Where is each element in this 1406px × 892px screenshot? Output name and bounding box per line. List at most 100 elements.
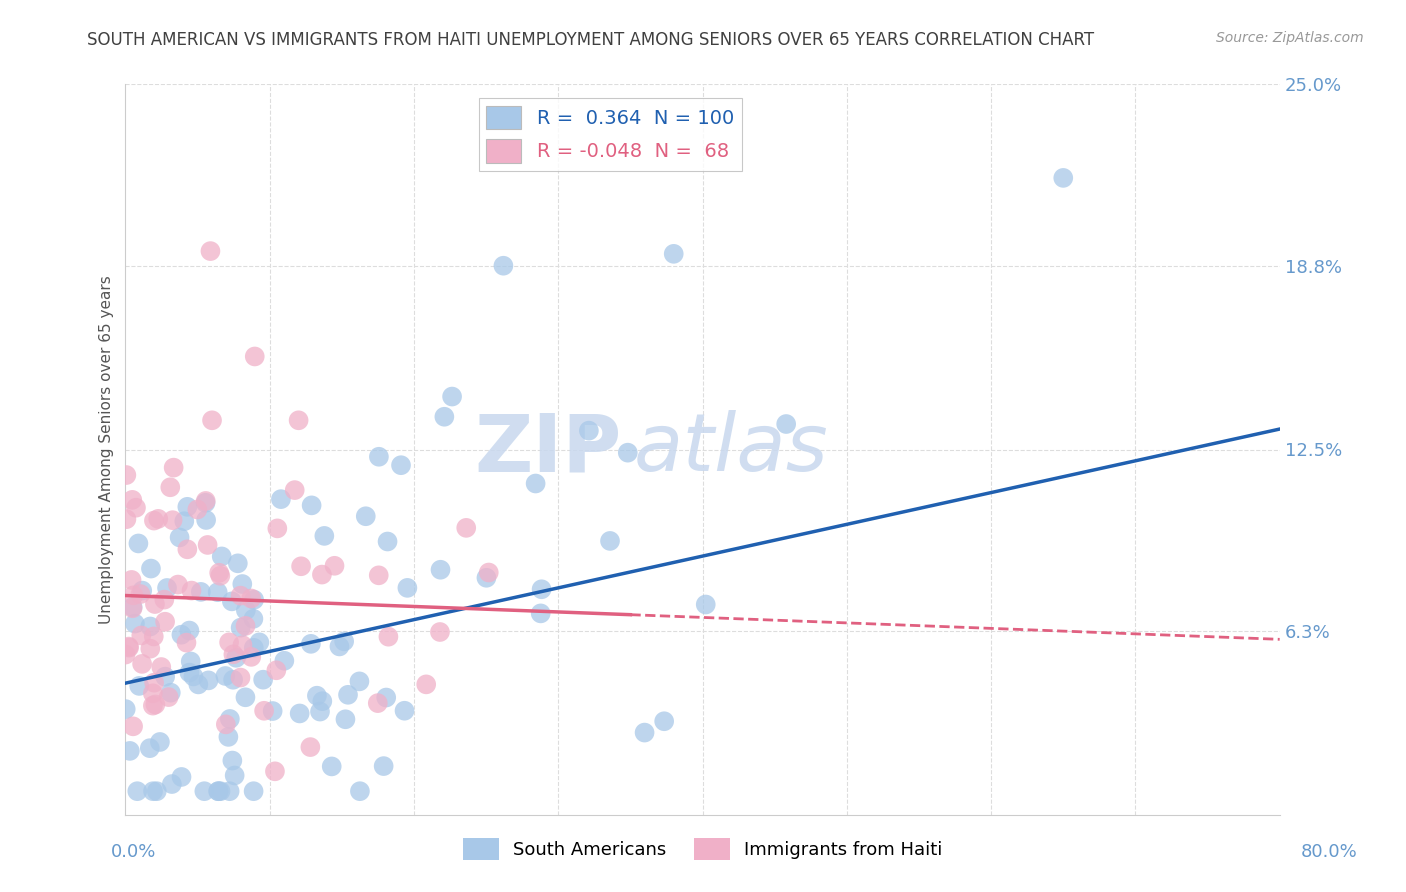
Point <box>321 759 343 773</box>
Point <box>221 594 243 608</box>
Point <box>156 581 179 595</box>
Point <box>125 500 148 515</box>
Point <box>242 784 264 798</box>
Point <box>160 777 183 791</box>
Point <box>394 704 416 718</box>
Point <box>162 460 184 475</box>
Point <box>142 698 165 713</box>
Point <box>173 514 195 528</box>
Point <box>121 573 143 587</box>
Point <box>492 259 515 273</box>
Point <box>323 558 346 573</box>
Point <box>243 592 266 607</box>
Point <box>270 492 292 507</box>
Point <box>142 686 165 700</box>
Point <box>149 735 172 749</box>
Point <box>131 657 153 671</box>
Point <box>243 350 266 364</box>
Point <box>127 784 149 798</box>
Point <box>652 714 675 729</box>
Point <box>262 704 284 718</box>
Point <box>121 599 143 614</box>
Point <box>115 512 138 526</box>
Point <box>530 582 553 597</box>
Point <box>207 784 229 798</box>
Point <box>143 675 166 690</box>
Point <box>375 690 398 705</box>
Point <box>335 712 357 726</box>
Point <box>207 585 229 599</box>
Point <box>242 612 264 626</box>
Point <box>229 671 252 685</box>
Point <box>197 673 219 688</box>
Point <box>167 577 190 591</box>
Point <box>224 768 246 782</box>
Point <box>305 689 328 703</box>
Point <box>209 568 232 582</box>
Point <box>333 634 356 648</box>
Point <box>148 512 170 526</box>
Point <box>229 621 252 635</box>
Point <box>139 619 162 633</box>
Point <box>170 770 193 784</box>
Point <box>162 513 184 527</box>
Text: ZIP: ZIP <box>475 410 621 489</box>
Point <box>578 424 600 438</box>
Point <box>207 784 229 798</box>
Point <box>197 538 219 552</box>
Point <box>193 784 215 798</box>
Point <box>287 413 309 427</box>
Point <box>143 597 166 611</box>
Point <box>349 674 371 689</box>
Point <box>235 619 257 633</box>
Point <box>159 480 181 494</box>
Point <box>194 494 217 508</box>
Point <box>377 630 399 644</box>
Point <box>433 409 456 424</box>
Point <box>235 603 257 617</box>
Point <box>247 635 270 649</box>
Point <box>221 754 243 768</box>
Point <box>367 696 389 710</box>
Text: 0.0%: 0.0% <box>111 843 156 861</box>
Point <box>145 698 167 712</box>
Text: 80.0%: 80.0% <box>1301 843 1357 861</box>
Point <box>153 592 176 607</box>
Point <box>139 741 162 756</box>
Point <box>218 712 240 726</box>
Point <box>201 413 224 427</box>
Point <box>180 583 202 598</box>
Point <box>142 514 165 528</box>
Point <box>377 534 399 549</box>
Point <box>266 663 288 677</box>
Point <box>129 628 152 642</box>
Point <box>299 740 322 755</box>
Point <box>475 571 498 585</box>
Point <box>429 563 451 577</box>
Point <box>242 640 264 655</box>
Point <box>118 640 141 654</box>
Point <box>301 499 323 513</box>
Point <box>118 640 141 655</box>
Point <box>309 705 332 719</box>
Point <box>195 513 218 527</box>
Point <box>456 521 478 535</box>
Point <box>208 566 231 580</box>
Point <box>209 784 232 798</box>
Point <box>114 648 136 662</box>
Point <box>183 669 205 683</box>
Point <box>229 589 252 603</box>
Text: atlas: atlas <box>633 410 828 489</box>
Point <box>349 784 371 798</box>
Point <box>127 536 149 550</box>
Point <box>142 629 165 643</box>
Point <box>146 784 169 798</box>
Point <box>114 702 136 716</box>
Point <box>240 649 263 664</box>
Point <box>231 577 253 591</box>
Point <box>253 704 276 718</box>
Point <box>429 625 451 640</box>
Point <box>616 445 638 459</box>
Point <box>218 635 240 649</box>
Point <box>187 677 209 691</box>
